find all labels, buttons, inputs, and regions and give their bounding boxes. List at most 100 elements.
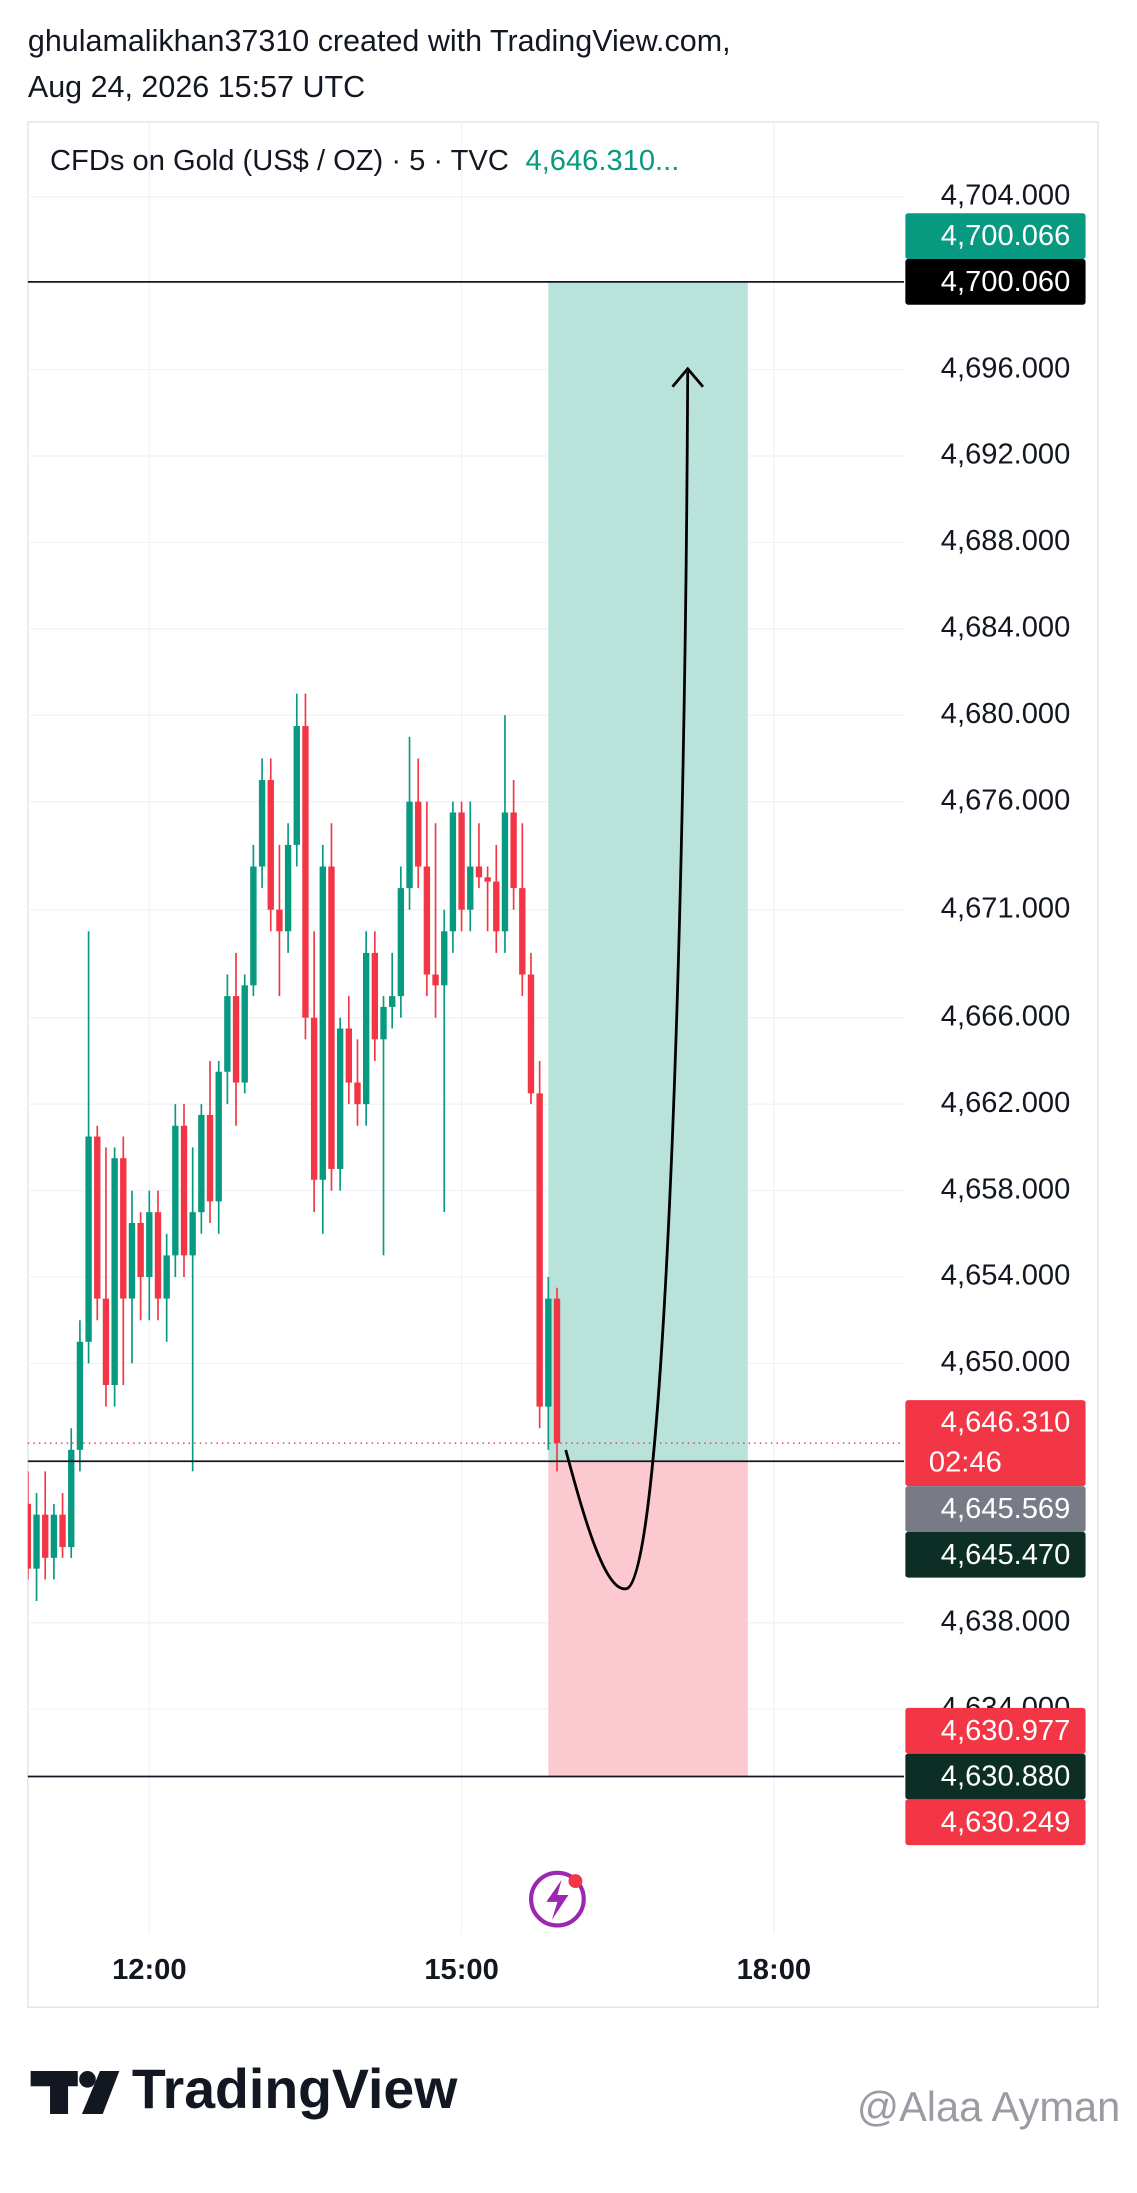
profit-zone (548, 281, 748, 1462)
price-lines (27, 280, 904, 1778)
y-tick-label: 4,671.000 (941, 892, 1071, 924)
candle-body (553, 1298, 561, 1444)
candle-body (467, 866, 474, 910)
y-tick-label: 4,654.000 (941, 1260, 1071, 1292)
header-date: Aug 24, 2026 15:57 UTC (28, 70, 365, 104)
price-label-box (905, 1753, 1086, 1800)
candle-body (319, 866, 326, 1180)
candle-body (180, 1125, 188, 1256)
countdown-text: 02:46 (929, 1447, 1002, 1479)
candle-body (536, 1093, 543, 1407)
watermark: @Alaa Ayman (857, 2083, 1120, 2130)
logo-dot (79, 2071, 96, 2088)
candles (27, 693, 561, 1602)
price-label-text: 4,630.977 (941, 1715, 1071, 1747)
candle-body (484, 877, 491, 882)
price-label-text: 4,630.249 (941, 1806, 1071, 1838)
candle-body (493, 881, 500, 932)
candle-body (42, 1514, 49, 1558)
y-tick-label: 4,692.000 (941, 439, 1071, 471)
candle-body (397, 888, 405, 997)
price-label-text: 4,630.880 (941, 1761, 1071, 1793)
y-tick-label: 4,676.000 (941, 784, 1071, 816)
logo-slash (81, 2071, 120, 2114)
header-credit: ghulamalikhan37310 created with TradingV… (28, 24, 731, 58)
logo-stem (50, 2071, 69, 2114)
x-tick-label: 12:00 (112, 1954, 186, 1986)
price-label-box (905, 1486, 1086, 1532)
candle-body (371, 952, 379, 1040)
candle-body (423, 866, 431, 975)
candle-body (172, 1125, 179, 1256)
candle-body (362, 952, 370, 1105)
candle-body (76, 1341, 84, 1450)
candle-body (545, 1298, 552, 1407)
candle-body (102, 1298, 110, 1386)
y-tick-label: 4,684.000 (941, 612, 1071, 644)
candle-body (250, 866, 257, 986)
alert-icon[interactable] (528, 1870, 586, 1928)
candle-body (441, 931, 448, 986)
candle-body (154, 1212, 162, 1299)
candle-body (345, 1028, 353, 1083)
price-label-box (905, 1531, 1086, 1578)
price-label-box (905, 1707, 1086, 1754)
price-label: 4,630.880 (905, 1753, 1086, 1800)
candle-body (50, 1514, 58, 1558)
y-tick-label: 4,662.000 (941, 1087, 1071, 1119)
price-label-box (905, 1400, 1086, 1487)
candle-body (519, 888, 526, 975)
price-label-text: 4,700.060 (941, 266, 1071, 298)
candle-body (137, 1222, 144, 1277)
price-label-text: 4,645.569 (941, 1493, 1071, 1525)
price-label-box (905, 213, 1086, 259)
candle-body (284, 844, 292, 932)
candle-body (510, 812, 517, 889)
y-tick-label: 4,650.000 (941, 1346, 1071, 1378)
alert-icon-bolt[interactable] (546, 1879, 569, 1920)
price-label-text: 4,700.066 (941, 220, 1071, 252)
candle-body (120, 1158, 127, 1299)
chart-frame (27, 121, 1099, 2008)
candle-body (189, 1212, 196, 1256)
brand-name: TradingView (132, 2058, 458, 2120)
candle-body (415, 801, 422, 867)
price-label: 4,700.066 (905, 213, 1086, 259)
candle-body (406, 801, 413, 889)
price-label: 4,645.569 (905, 1486, 1086, 1532)
candle-body (258, 780, 266, 867)
alert-icon-dot[interactable] (568, 1874, 583, 1889)
candle-body (128, 1222, 136, 1299)
legend-value: 4,646.310... (526, 145, 680, 177)
candle-body (475, 866, 483, 878)
projection-arrowhead (671, 366, 705, 388)
candle-body (33, 1514, 40, 1569)
price-label: 4,700.060 (905, 258, 1086, 305)
candle-body (111, 1158, 118, 1386)
price-label-box (905, 258, 1086, 305)
price-label: 4,645.470 (905, 1531, 1086, 1578)
candle-body (232, 996, 240, 1083)
price-label-box (905, 1799, 1086, 1846)
candle-body (389, 996, 396, 1007)
candle-body (146, 1212, 153, 1277)
candle-body (198, 1114, 205, 1213)
candle-body (68, 1449, 75, 1548)
candle-body (328, 866, 335, 1169)
position-tool (548, 281, 748, 1777)
candle-body (224, 996, 231, 1072)
candle-body (302, 726, 309, 1018)
price-label: 4,630.249 (905, 1799, 1086, 1846)
x-tick-label: 15:00 (424, 1954, 498, 1986)
price-labels: 4,646.310 02:46 4,700.060 4,630.880 4,700.06… (905, 213, 1086, 1846)
y-tick-label: 4,666.000 (941, 1000, 1071, 1032)
candle-body (241, 985, 248, 1083)
legend-title: CFDs on Gold (US$ / OZ) · 5 · TVC (50, 145, 509, 177)
price-label: 4,646.310 02:46 (905, 1400, 1086, 1487)
grid (27, 121, 904, 1934)
candle-body (206, 1114, 214, 1202)
candle-body (267, 780, 274, 910)
candle-body (163, 1255, 170, 1299)
